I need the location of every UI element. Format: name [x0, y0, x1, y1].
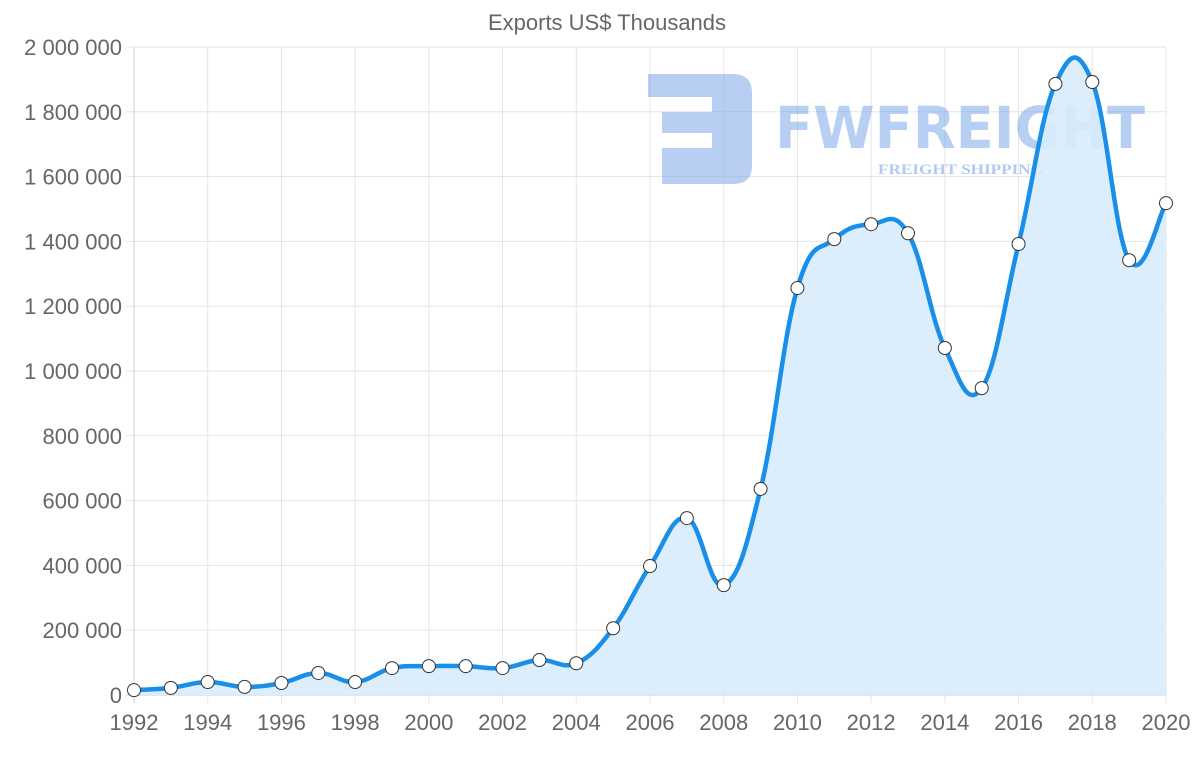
- data-point[interactable]: [1048, 76, 1063, 91]
- data-point[interactable]: [937, 340, 952, 355]
- data-point[interactable]: [274, 676, 289, 691]
- y-axis-ticks: 0 200 000 400 000 600 000 800 000 1 000 000 1 …: [24, 35, 122, 708]
- x-tick-label: 1996: [257, 710, 306, 735]
- fwfreight-logo-icon: [648, 74, 752, 184]
- x-tick-label: 2004: [552, 710, 601, 735]
- y-tick-label: 400 000: [42, 553, 122, 578]
- x-axis-ticks: 1992 1994 1996 1998 2000 2002 2004 2006 2008 2010…: [110, 710, 1191, 735]
- x-tick-label: 2002: [478, 710, 527, 735]
- y-tick-label: 0: [110, 683, 122, 708]
- x-tick-label: 2008: [699, 710, 748, 735]
- x-tick-label: 2012: [847, 710, 896, 735]
- data-point[interactable]: [790, 281, 805, 296]
- data-point[interactable]: [974, 381, 989, 396]
- data-point[interactable]: [1011, 236, 1026, 251]
- x-tick-label: 2010: [773, 710, 822, 735]
- data-point[interactable]: [679, 511, 694, 526]
- data-point[interactable]: [311, 665, 326, 680]
- data-point[interactable]: [495, 661, 510, 676]
- x-tick-label: 1992: [110, 710, 159, 735]
- data-point[interactable]: [901, 226, 915, 241]
- data-point[interactable]: [200, 675, 215, 690]
- data-point[interactable]: [569, 656, 584, 671]
- y-tick-label: 1 800 000: [24, 100, 122, 125]
- y-tick-label: 800 000: [42, 424, 122, 449]
- x-tick-label: 2006: [626, 710, 675, 735]
- data-point[interactable]: [753, 481, 768, 496]
- data-point[interactable]: [1122, 253, 1137, 268]
- data-point[interactable]: [421, 659, 436, 674]
- data-point[interactable]: [864, 217, 879, 232]
- data-point[interactable]: [348, 675, 363, 690]
- data-point[interactable]: [716, 578, 731, 593]
- x-tick-label: 2016: [994, 710, 1043, 735]
- x-tick-label: 2020: [1142, 710, 1191, 735]
- y-tick-label: 1 400 000: [24, 229, 122, 254]
- data-point[interactable]: [237, 679, 252, 694]
- area-fill: [134, 57, 1166, 696]
- data-line: [133, 55, 1168, 693]
- data-point[interactable]: [458, 659, 473, 674]
- data-point[interactable]: [385, 661, 399, 676]
- y-tick-label: 200 000: [42, 618, 122, 643]
- y-tick-label: 1 000 000: [24, 359, 122, 384]
- y-tick-label: 1 200 000: [24, 294, 122, 319]
- data-point[interactable]: [643, 559, 657, 574]
- y-tick-label: 600 000: [42, 489, 122, 514]
- x-tick-label: 1994: [183, 710, 232, 735]
- data-point[interactable]: [127, 683, 141, 698]
- watermark-tagline: FREIGHT SHIPPING: [878, 162, 1044, 178]
- data-points: [127, 74, 1173, 698]
- x-tick-label: 1998: [331, 710, 380, 735]
- data-point[interactable]: [827, 232, 842, 247]
- y-tick-label: 2 000 000: [24, 35, 122, 60]
- data-point[interactable]: [532, 653, 547, 668]
- data-point[interactable]: [1159, 196, 1173, 211]
- data-point[interactable]: [163, 680, 178, 695]
- data-point[interactable]: [606, 621, 621, 636]
- y-tick-label: 1 600 000: [24, 165, 122, 190]
- x-tick-label: 2014: [920, 710, 969, 735]
- x-tick-label: 2000: [404, 710, 453, 735]
- chart-title: Exports US$ Thousands: [488, 10, 726, 35]
- data-point[interactable]: [1085, 74, 1100, 89]
- x-tick-label: 2018: [1068, 710, 1117, 735]
